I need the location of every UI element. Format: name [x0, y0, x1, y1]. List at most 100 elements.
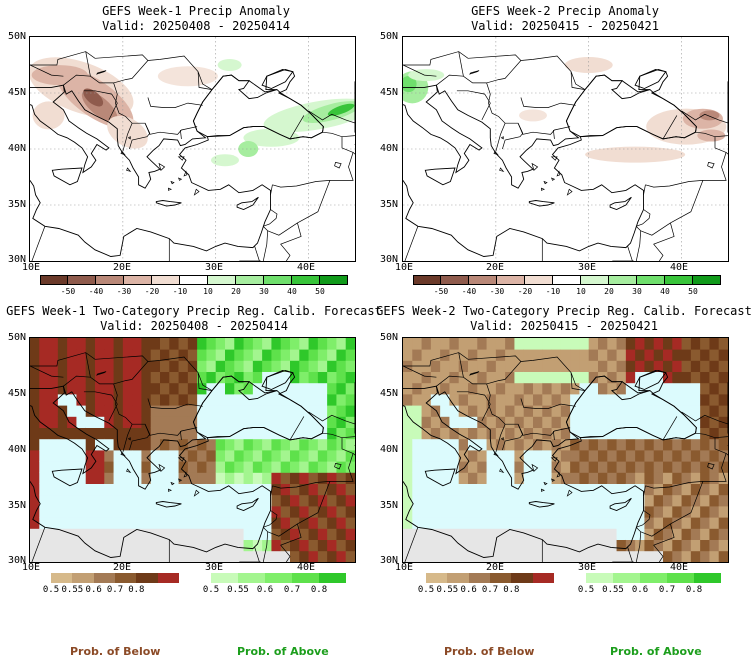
probability-cell: [663, 349, 673, 361]
small-island-coastline: [170, 180, 175, 185]
small-island-coastline: [550, 177, 556, 181]
probability-cell: [690, 371, 701, 384]
probability-cell: [141, 494, 152, 507]
country-border: [681, 411, 728, 439]
probability-cell: [495, 382, 506, 395]
probability-cell: [290, 506, 300, 518]
probability-cell: [243, 528, 254, 540]
probability-cell: [308, 517, 319, 529]
probability-cell: [514, 360, 525, 372]
probability-cell: [533, 539, 543, 552]
probability-cell: [700, 405, 710, 417]
probability-cell: [290, 338, 300, 350]
probability-cell: [271, 405, 282, 417]
colorbar-swatch: [152, 275, 180, 285]
probability-cell: [644, 539, 655, 552]
probability-cell: [486, 416, 497, 428]
probability-cell: [495, 349, 506, 361]
probability-cell: [514, 461, 525, 473]
probability-cell: [187, 506, 198, 518]
probability-cell: [663, 405, 673, 417]
probability-cell: [700, 382, 710, 395]
panel4-map: [402, 337, 729, 563]
country-border: [456, 90, 491, 121]
probability-cell: [514, 371, 525, 384]
probability-cell: [468, 349, 478, 361]
probability-cell: [412, 539, 422, 552]
colorbar-tick-label: 20: [604, 287, 614, 296]
probability-cell: [30, 450, 40, 462]
probability-cell: [607, 371, 617, 384]
probability-cell: [76, 416, 87, 428]
probability-cell: [505, 528, 515, 540]
probability-cell: [225, 450, 235, 462]
probability-cell: [653, 539, 664, 552]
probability-cell: [187, 483, 198, 496]
probability-cell: [551, 338, 562, 350]
probability-cell: [412, 405, 422, 417]
probability-cell: [141, 450, 152, 462]
probability-cell: [113, 371, 124, 384]
probability-cell: [477, 427, 487, 440]
probability-cell: [67, 483, 77, 496]
panel4-lat-50: 50N: [379, 332, 398, 343]
probability-cell: [234, 506, 244, 518]
colorbar-swatch: [211, 573, 238, 583]
probability-cell: [430, 405, 441, 417]
probability-cell: [271, 360, 282, 372]
probability-cell: [317, 382, 328, 395]
probability-cell: [317, 461, 328, 473]
small-island-coastline: [531, 162, 539, 171]
panel2-colorbar: [413, 275, 721, 285]
probability-cell: [616, 371, 627, 384]
country-border: [280, 222, 302, 261]
probability-cell: [336, 506, 347, 518]
probability-cell: [681, 438, 692, 451]
probability-cell: [178, 427, 189, 440]
probability-cell: [122, 438, 133, 451]
probability-cell: [663, 539, 673, 552]
probability-cell: [579, 506, 590, 518]
probability-cell: [570, 494, 580, 507]
probability-cell: [187, 438, 198, 451]
small-island-coastline: [566, 489, 573, 497]
probability-cell: [718, 550, 728, 562]
probability-cell: [486, 360, 497, 372]
probability-cell: [67, 517, 77, 529]
probability-cell: [215, 416, 226, 428]
probability-cell: [718, 517, 728, 529]
probability-cell: [206, 438, 217, 451]
probability-cell: [122, 405, 133, 417]
probability-cell: [718, 405, 728, 417]
probability-cell: [252, 360, 263, 372]
probability-cell: [468, 472, 478, 484]
small-island-coastline: [550, 478, 556, 482]
country-border: [308, 411, 355, 439]
probability-cell: [197, 506, 207, 518]
probability-cell: [533, 472, 543, 484]
probability-cell: [280, 427, 291, 440]
probability-cell: [104, 461, 114, 473]
probability-cell: [709, 472, 720, 484]
probability-cell: [30, 394, 40, 406]
country-border: [180, 129, 182, 139]
probability-cell: [672, 461, 682, 473]
probability-cell: [132, 461, 142, 473]
probability-cell: [271, 528, 282, 540]
panel3-below-colorbar: [51, 573, 179, 583]
dry-anomaly-area: [31, 65, 88, 86]
probability-cell: [39, 506, 49, 518]
probability-cell: [234, 539, 244, 552]
country-border: [272, 131, 354, 188]
probability-cell: [141, 349, 152, 361]
probability-cell: [85, 483, 96, 496]
probability-cell: [412, 517, 422, 529]
probability-cell: [616, 405, 627, 417]
probability-cell: [598, 517, 608, 529]
probability-cell: [299, 371, 309, 384]
probability-cell: [48, 405, 59, 417]
probability-cell: [495, 371, 506, 384]
probability-cell: [477, 416, 487, 428]
probability-cell: [187, 382, 198, 395]
probability-cell: [160, 461, 170, 473]
